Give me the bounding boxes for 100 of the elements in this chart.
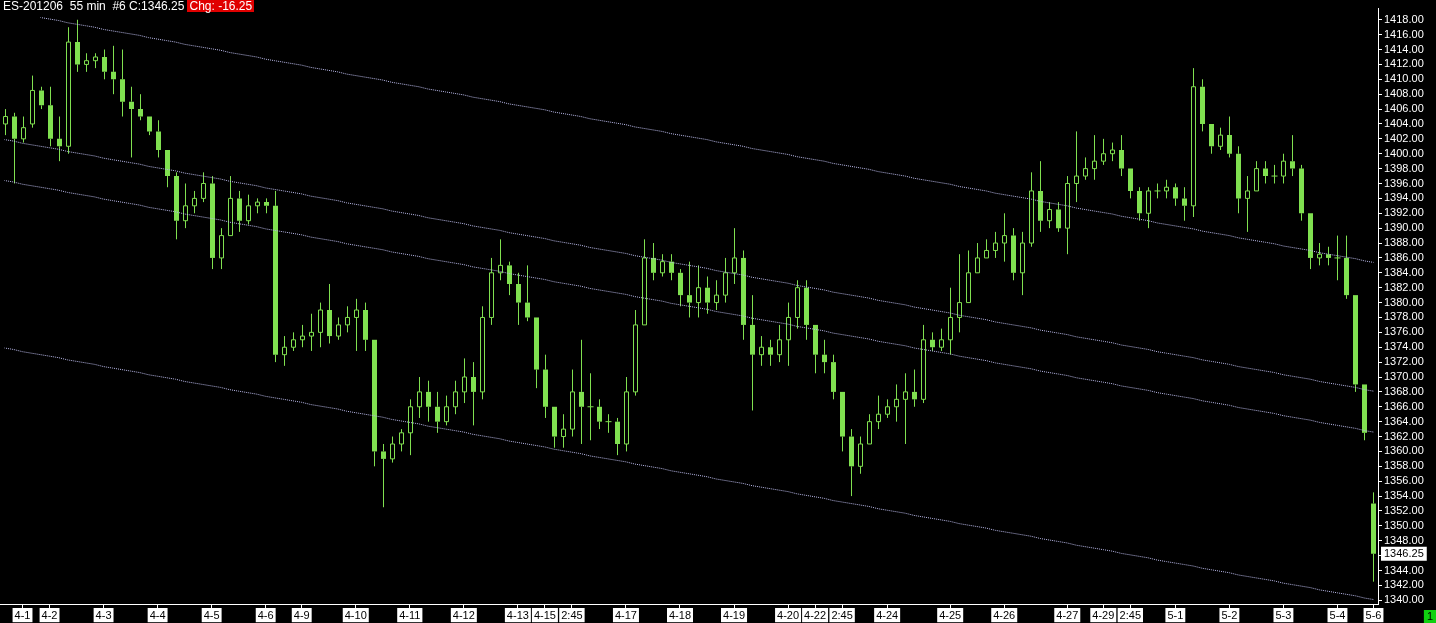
candlestick xyxy=(1092,134,1097,181)
candlestick xyxy=(129,86,134,158)
candlestick xyxy=(66,26,71,155)
candlestick xyxy=(605,413,612,434)
x-tick-label: 4-19 xyxy=(723,608,746,621)
y-tick-label: 1366.00 xyxy=(1384,399,1424,412)
candlestick xyxy=(84,52,89,73)
line-series xyxy=(4,139,1374,392)
candlestick xyxy=(966,249,971,304)
candlestick xyxy=(12,112,17,184)
candlestick xyxy=(318,302,323,348)
candlestick xyxy=(345,305,350,333)
candlestick xyxy=(615,417,620,456)
candlestick xyxy=(57,116,62,162)
y-tick-label: 1352.00 xyxy=(1384,504,1424,516)
chart-subtitle: Chg: -16.25 xyxy=(187,0,255,13)
candlestick xyxy=(633,309,638,397)
candlestick xyxy=(93,52,98,69)
y-tick-label: 1374.00 xyxy=(1384,340,1424,353)
x-tick-label: 4-18 xyxy=(668,608,692,621)
x-tick-label: 4-22 xyxy=(804,608,827,621)
candlestick xyxy=(507,261,512,296)
candlestick xyxy=(642,238,647,326)
candlestick xyxy=(1353,295,1358,393)
candlestick xyxy=(381,443,386,508)
candlestick xyxy=(291,331,296,352)
y-tick-label: 1416.00 xyxy=(1384,27,1424,40)
candlestick xyxy=(741,249,746,341)
candlestick xyxy=(543,354,548,419)
x-tick-label: 4-15 xyxy=(533,608,556,621)
candlestick xyxy=(1038,160,1043,233)
candlestick xyxy=(3,108,8,136)
candlestick xyxy=(426,380,431,423)
candlestick xyxy=(984,238,989,259)
candlestick xyxy=(1371,491,1376,583)
candlestick xyxy=(1029,171,1034,248)
candlestick xyxy=(1263,160,1268,184)
candlestick xyxy=(354,298,359,352)
candlestick xyxy=(138,93,143,121)
candlestick xyxy=(1020,231,1025,296)
candlestick xyxy=(219,227,224,270)
candlestick xyxy=(489,257,494,326)
candlestick xyxy=(156,119,161,158)
candlestick xyxy=(885,398,890,419)
x-tick-label: 4-12 xyxy=(452,608,475,621)
candlestick xyxy=(516,272,521,326)
x-tick-label: 4-29 xyxy=(1092,608,1115,621)
candlestick xyxy=(471,361,476,426)
candlestick xyxy=(39,86,44,110)
candlestick xyxy=(1173,183,1178,207)
x-tick-label: 5-1 xyxy=(1167,608,1184,621)
candlestick xyxy=(795,279,800,330)
y-tick-label: 1378.00 xyxy=(1384,310,1424,323)
y-tick-label: 1354.00 xyxy=(1384,489,1424,502)
text: 1 xyxy=(1426,610,1434,623)
candlestick xyxy=(120,49,125,118)
x-tick-label: 2:45 xyxy=(831,608,853,621)
x-tick-label: 5-6 xyxy=(1365,608,1382,621)
candlestick xyxy=(210,175,215,270)
candlestick xyxy=(912,369,917,408)
y-tick-label: 1398.00 xyxy=(1384,161,1424,174)
candlestick xyxy=(480,305,485,400)
candlestick xyxy=(714,279,719,311)
candlestick xyxy=(183,183,188,229)
candlestick xyxy=(1128,168,1133,199)
y-tick-label: 1344.00 xyxy=(1384,563,1424,576)
candlestick xyxy=(732,227,737,285)
y-tick-label: 1384.00 xyxy=(1384,265,1424,278)
candlestick xyxy=(993,231,998,259)
candlestick xyxy=(867,413,872,445)
y-tick-label: 1358.00 xyxy=(1384,459,1424,472)
candlestick xyxy=(1002,212,1007,263)
x-tick-label: 4-1 xyxy=(14,608,31,621)
candlestick xyxy=(1334,235,1341,281)
y-tick-label: 1360.00 xyxy=(1384,444,1424,457)
y-tick-label: 1362.00 xyxy=(1384,429,1424,442)
candlestick xyxy=(1056,201,1061,233)
y-tick-label: 1376.00 xyxy=(1384,325,1424,338)
line-series xyxy=(40,17,1374,263)
candlestick xyxy=(300,324,305,348)
candlestick xyxy=(570,369,575,438)
y-tick-label: 1390.00 xyxy=(1384,221,1424,234)
candlestick xyxy=(174,171,179,240)
candlestick xyxy=(453,380,458,415)
y-tick-label: 1382.00 xyxy=(1384,280,1424,293)
candlestick xyxy=(903,372,908,445)
x-tick-label: 2:45 xyxy=(1119,608,1142,621)
candlestick xyxy=(147,116,152,136)
y-tick-label: 1402.00 xyxy=(1384,131,1424,144)
candlestick xyxy=(1011,227,1016,281)
x-tick-label: 4-5 xyxy=(203,608,220,621)
y-tick-label: 1368.00 xyxy=(1384,384,1424,397)
candlestick xyxy=(1146,186,1151,229)
candlestick xyxy=(1182,186,1187,222)
y-tick-label: 1406.00 xyxy=(1384,102,1424,115)
candlestick xyxy=(309,313,314,352)
candlestick xyxy=(462,357,467,404)
y-tick-label: 1370.00 xyxy=(1384,370,1424,383)
candlestick xyxy=(282,335,287,367)
candlestick xyxy=(1083,156,1088,181)
